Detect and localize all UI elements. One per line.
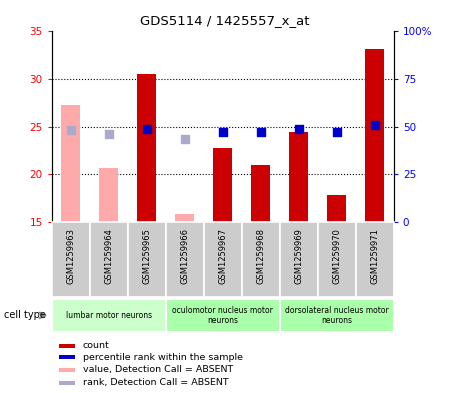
- Bar: [58, 343, 75, 348]
- Bar: [327, 195, 346, 222]
- Point: [67, 127, 74, 133]
- Bar: [90, 222, 128, 297]
- Text: GSM1259968: GSM1259968: [256, 228, 265, 284]
- Text: lumbar motor neurons: lumbar motor neurons: [66, 311, 152, 320]
- Bar: [137, 74, 156, 222]
- Bar: [52, 222, 90, 297]
- Bar: [175, 215, 194, 222]
- Bar: [242, 222, 280, 297]
- Text: GDS5114 / 1425557_x_at: GDS5114 / 1425557_x_at: [140, 14, 310, 27]
- Bar: [280, 299, 394, 332]
- Point: [181, 136, 189, 142]
- Text: oculomotor nucleus motor
neurons: oculomotor nucleus motor neurons: [172, 306, 273, 325]
- Bar: [166, 299, 280, 332]
- Text: dorsolateral nucleus motor
neurons: dorsolateral nucleus motor neurons: [285, 306, 389, 325]
- Bar: [204, 222, 242, 297]
- Point: [105, 131, 112, 138]
- Bar: [356, 222, 394, 297]
- Point: [143, 125, 150, 132]
- Point: [333, 129, 340, 136]
- Text: GSM1259965: GSM1259965: [142, 228, 151, 284]
- Bar: [128, 222, 166, 297]
- Text: percentile rank within the sample: percentile rank within the sample: [82, 353, 243, 362]
- Bar: [58, 381, 75, 385]
- Bar: [58, 355, 75, 360]
- Bar: [166, 222, 204, 297]
- Point: [371, 122, 378, 128]
- Bar: [52, 299, 166, 332]
- Bar: [58, 367, 75, 372]
- Text: value, Detection Call = ABSENT: value, Detection Call = ABSENT: [82, 365, 233, 374]
- Bar: [213, 148, 232, 222]
- Point: [219, 129, 226, 136]
- Text: rank, Detection Call = ABSENT: rank, Detection Call = ABSENT: [82, 378, 228, 387]
- Point: [295, 125, 302, 132]
- Text: GSM1259969: GSM1259969: [294, 228, 303, 284]
- Bar: [289, 132, 308, 222]
- Text: GSM1259967: GSM1259967: [218, 228, 227, 284]
- Point: [257, 129, 264, 136]
- Bar: [318, 222, 356, 297]
- Text: GSM1259963: GSM1259963: [66, 228, 75, 284]
- Text: cell type: cell type: [4, 310, 46, 320]
- Text: GSM1259966: GSM1259966: [180, 228, 189, 284]
- Text: GSM1259964: GSM1259964: [104, 228, 113, 284]
- Bar: [99, 168, 118, 222]
- Bar: [365, 49, 384, 222]
- Text: GSM1259971: GSM1259971: [370, 228, 379, 284]
- Text: count: count: [82, 341, 109, 350]
- Bar: [61, 105, 80, 222]
- Bar: [280, 222, 318, 297]
- Text: GSM1259970: GSM1259970: [332, 228, 341, 284]
- Bar: [251, 165, 270, 222]
